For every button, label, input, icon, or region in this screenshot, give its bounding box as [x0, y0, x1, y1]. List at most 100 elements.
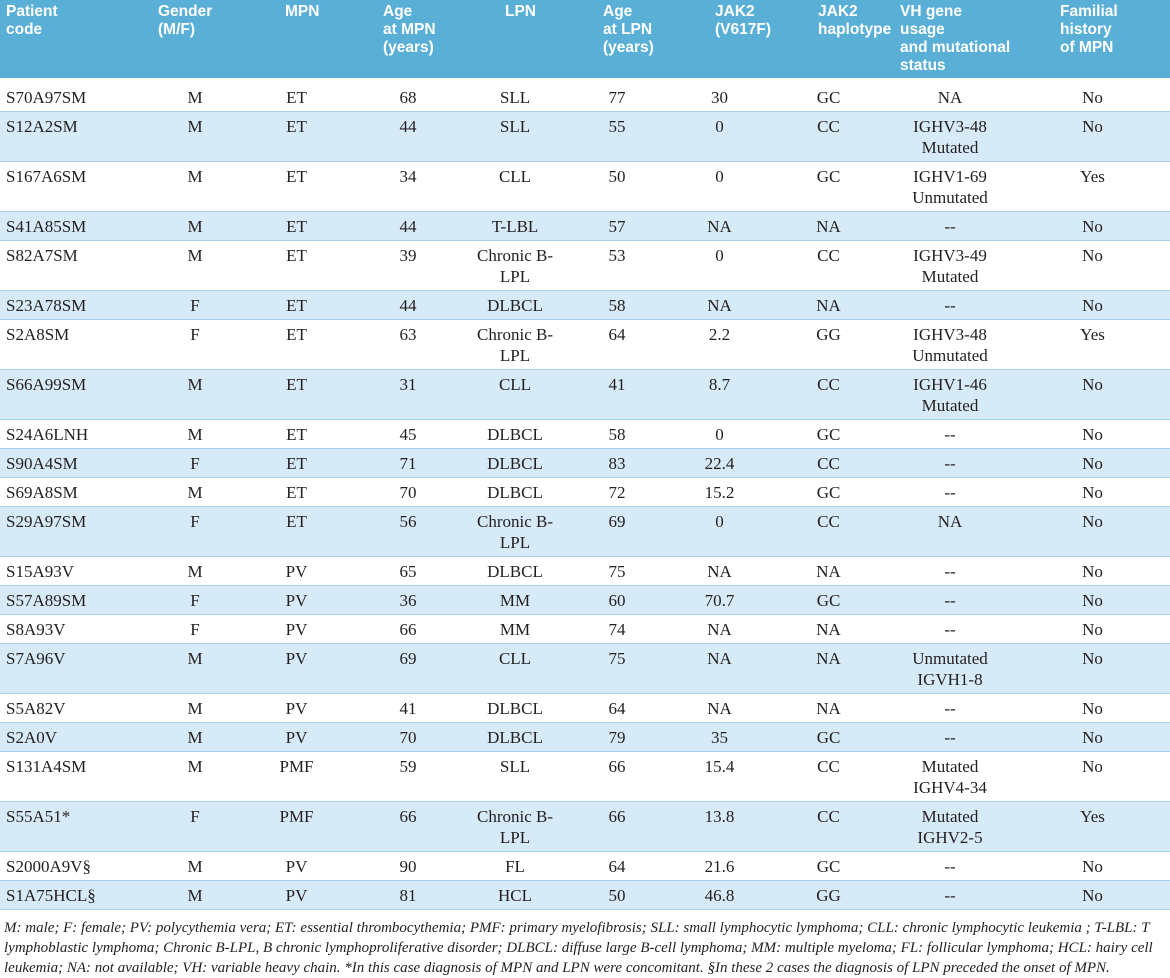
table-cell: F	[150, 585, 240, 615]
table-cell: Yes	[1015, 319, 1170, 370]
patient-code: S131A4SM	[0, 751, 150, 802]
column-header: VH gene usage and mutational status	[885, 0, 1015, 78]
table-cell: IGHV3-48 Unmutated	[885, 319, 1015, 370]
table-cell: 0	[667, 240, 772, 291]
table-cell: NA	[772, 556, 885, 586]
table-cell: 66	[567, 801, 667, 852]
column-header: MPN	[240, 0, 353, 78]
table-cell: M	[150, 161, 240, 212]
table-cell: 15.2	[667, 477, 772, 507]
table-cell: ET	[240, 290, 353, 320]
table-cell: MM	[463, 614, 567, 644]
table-cell: 66	[353, 614, 463, 644]
patient-code: S8A93V	[0, 614, 150, 644]
table-cell: M	[150, 880, 240, 910]
table-cell: 0	[667, 506, 772, 557]
table-cell: DLBCL	[463, 722, 567, 752]
table-cell: GC	[772, 585, 885, 615]
table-cell: No	[1015, 448, 1170, 478]
table-cell: PV	[240, 693, 353, 723]
table-cell: --	[885, 614, 1015, 644]
table-cell: 35	[667, 722, 772, 752]
table-cell: 68	[353, 78, 463, 112]
table-row: S57A89SM F PV 36 MM 60 70.7 GC -- No	[0, 585, 1170, 615]
table-cell: No	[1015, 78, 1170, 112]
table-cell: No	[1015, 369, 1170, 420]
table-cell: 31	[353, 369, 463, 420]
table-row: S131A4SM M PMF 59 SLL 66 15.4 CC Mutated IGHV4-3…	[0, 751, 1170, 802]
table-cell: --	[885, 448, 1015, 478]
table-cell: DLBCL	[463, 556, 567, 586]
table-cell: 53	[567, 240, 667, 291]
table-cell: PV	[240, 722, 353, 752]
table-cell: No	[1015, 477, 1170, 507]
table-cell: --	[885, 290, 1015, 320]
column-header: Age at MPN (years)	[353, 0, 463, 78]
table-cell: 39	[353, 240, 463, 291]
patient-code: S2A8SM	[0, 319, 150, 370]
table-cell: 60	[567, 585, 667, 615]
table-cell: 71	[353, 448, 463, 478]
table-cell: PMF	[240, 801, 353, 852]
table-cell: ET	[240, 477, 353, 507]
patient-code: S12A2SM	[0, 111, 150, 162]
table-cell: ET	[240, 448, 353, 478]
table-row: S69A8SM M ET 70 DLBCL 72 15.2 GC -- No	[0, 477, 1170, 507]
patient-code: S66A99SM	[0, 369, 150, 420]
patient-code: S55A51*	[0, 801, 150, 852]
table-cell: No	[1015, 722, 1170, 752]
table-cell: 64	[567, 693, 667, 723]
table-cell: --	[885, 477, 1015, 507]
table-cell: 36	[353, 585, 463, 615]
patient-code: S90A4SM	[0, 448, 150, 478]
patient-code: S70A97SM	[0, 78, 150, 112]
table-row: S70A97SM M ET 68 SLL 77 30 GC NA No	[0, 78, 1170, 112]
table-cell: M	[150, 369, 240, 420]
table-cell: M	[150, 722, 240, 752]
table-cell: 50	[567, 880, 667, 910]
table-cell: F	[150, 319, 240, 370]
table-cell: Mutated IGHV4-34	[885, 751, 1015, 802]
table-cell: No	[1015, 751, 1170, 802]
table-cell: 79	[567, 722, 667, 752]
table-cell: Yes	[1015, 801, 1170, 852]
table-cell: NA	[772, 643, 885, 694]
table-row: S5A82V M PV 41 DLBCL 64 NA NA -- No	[0, 693, 1170, 723]
table-cell: 46.8	[667, 880, 772, 910]
table-cell: M	[150, 751, 240, 802]
table-cell: 0	[667, 161, 772, 212]
table-cell: Chronic B-LPL	[463, 319, 567, 370]
table-cell: 15.4	[667, 751, 772, 802]
table-cell: 58	[567, 290, 667, 320]
table-row: S7A96V M PV 69 CLL 75 NA NA Unmutated IGVH1-8 No	[0, 643, 1170, 694]
table-row: S12A2SM M ET 44 SLL 55 0 CC IGHV3-48 Mutated No	[0, 111, 1170, 162]
column-header: LPN	[463, 0, 567, 78]
table-cell: 59	[353, 751, 463, 802]
table-cell: F	[150, 506, 240, 557]
patient-code: S7A96V	[0, 643, 150, 694]
table-cell: M	[150, 419, 240, 449]
table-cell: 63	[353, 319, 463, 370]
table-cell: 75	[567, 643, 667, 694]
table-cell: DLBCL	[463, 290, 567, 320]
table-cell: 90	[353, 851, 463, 881]
table-cell: NA	[667, 290, 772, 320]
header-row: Patient code Gender (M/F) MPN Age at MPN (y…	[0, 0, 1170, 78]
table-cell: FL	[463, 851, 567, 881]
table-cell: GC	[772, 419, 885, 449]
table-cell: 0	[667, 111, 772, 162]
table-cell: 64	[567, 851, 667, 881]
table-cell: GC	[772, 78, 885, 112]
table-cell: M	[150, 643, 240, 694]
table-cell: PV	[240, 585, 353, 615]
table-cell: 50	[567, 161, 667, 212]
table-cell: NA	[667, 556, 772, 586]
table-cell: M	[150, 556, 240, 586]
table-cell: CC	[772, 369, 885, 420]
table-cell: 13.8	[667, 801, 772, 852]
table-cell: 81	[353, 880, 463, 910]
table-cell: 0	[667, 419, 772, 449]
column-header: JAK2 haplotype	[772, 0, 891, 78]
table-row: S23A78SM F ET 44 DLBCL 58 NA NA -- No	[0, 290, 1170, 320]
table-cell: No	[1015, 880, 1170, 910]
